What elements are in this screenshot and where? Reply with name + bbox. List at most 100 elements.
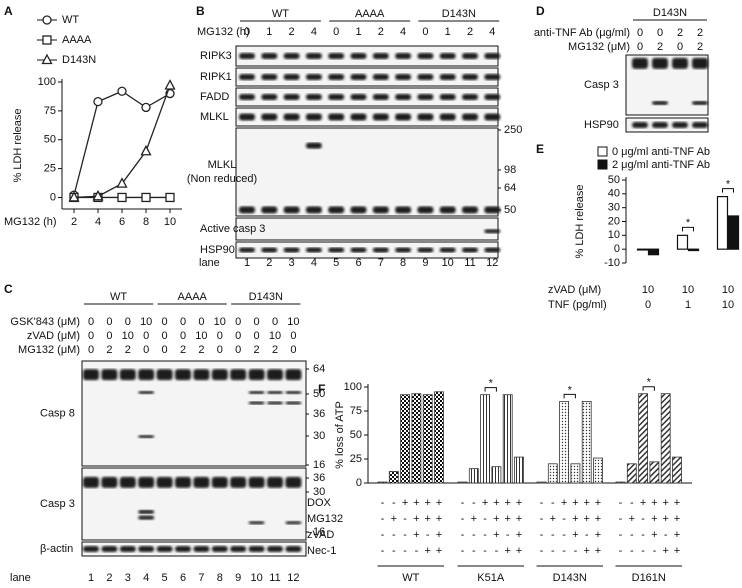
band: [285, 521, 302, 525]
marker: [141, 102, 151, 113]
treatment-value: 0: [637, 41, 643, 53]
size-marker: 98: [504, 164, 516, 176]
group-label: WT: [402, 572, 419, 584]
condition-sign: -: [619, 545, 623, 557]
lane-number: 11: [269, 572, 280, 584]
band: [101, 476, 118, 488]
condition-sign: +: [561, 497, 567, 509]
bar: [647, 248, 660, 256]
treatment-value: 1: [355, 26, 361, 38]
blot: [235, 217, 499, 241]
band: [439, 74, 456, 80]
band: [248, 401, 265, 405]
band: [417, 113, 434, 121]
lane-number: 6: [355, 257, 361, 269]
size-marker: 64: [313, 363, 325, 375]
band: [83, 369, 99, 381]
condition-sign: +: [651, 513, 657, 525]
condition-sign: -: [461, 513, 465, 525]
condition-sign: -: [540, 513, 544, 525]
band: [83, 476, 99, 488]
band: [285, 476, 302, 488]
bar: [514, 456, 524, 484]
significance-bracket: [484, 387, 497, 392]
band: [175, 476, 191, 488]
band: [417, 74, 434, 80]
bar: [457, 481, 468, 484]
y-tick-label: 100: [38, 76, 56, 88]
band: [328, 113, 345, 121]
blot-label: (Non reduced): [187, 173, 257, 185]
band: [175, 369, 191, 381]
blot-label: MLKL: [208, 159, 237, 171]
treatment-value: 2: [198, 344, 204, 356]
size-marker: 50: [313, 388, 325, 400]
treatment-value: 0: [290, 330, 296, 342]
condition-sign: -: [506, 529, 510, 541]
y-tick-label: 25: [350, 453, 362, 465]
legend-swatch: [597, 146, 608, 157]
condition-sign: +: [516, 513, 522, 525]
lane-number: 12: [287, 572, 299, 584]
condition-sign: +: [595, 545, 601, 557]
condition-sign: -: [495, 545, 499, 557]
condition-sign: +: [413, 513, 419, 525]
condition-sign: +: [595, 497, 601, 509]
band: [350, 247, 367, 253]
lane-number: 9: [235, 572, 241, 584]
treatment-value: 0: [162, 330, 168, 342]
treatment-value: 1: [266, 26, 272, 38]
x-tick-label: 4: [95, 216, 101, 228]
band: [156, 546, 173, 552]
x-axis-label: MG132 (h): [4, 216, 57, 228]
band: [305, 74, 322, 80]
band: [101, 369, 118, 381]
significance-label: *: [686, 217, 691, 229]
condition-sign: +: [572, 529, 578, 541]
band: [372, 113, 389, 121]
treatment-value: 2: [378, 26, 384, 38]
condition-sign: +: [662, 513, 668, 525]
condition-sign: +: [424, 497, 430, 509]
bar: [649, 461, 660, 484]
band: [305, 113, 322, 121]
legend-swatch: [597, 159, 608, 170]
condition-sign: -: [574, 545, 578, 557]
treatment-value: 0: [162, 316, 168, 328]
marker: [42, 15, 52, 25]
y-tick-label: 50: [44, 134, 56, 146]
band: [283, 247, 300, 253]
lane-number: 4: [143, 572, 149, 584]
band: [261, 206, 278, 214]
band: [372, 94, 389, 100]
band: [692, 57, 708, 69]
band: [119, 476, 136, 488]
panel-letter: F: [318, 382, 325, 396]
significance-label: *: [647, 377, 652, 389]
condition-sign: -: [641, 545, 645, 557]
x-tick-label: 2: [71, 216, 77, 228]
band: [417, 94, 434, 100]
bar: [559, 400, 569, 484]
condition-sign: +: [583, 497, 589, 509]
treatment-value: 2: [697, 41, 703, 53]
band: [672, 122, 688, 128]
size-marker: 64: [504, 182, 516, 194]
lane-number: 6: [180, 572, 186, 584]
condition-sign: -: [381, 497, 385, 509]
marker: [117, 86, 127, 96]
band: [138, 515, 155, 520]
lane-number: 2: [106, 572, 112, 584]
condition-sign: -: [392, 545, 396, 557]
condition-sign: -: [426, 529, 430, 541]
band: [328, 247, 345, 253]
band: [239, 74, 255, 80]
condition-sign: +: [493, 529, 499, 541]
condition-sign: +: [516, 497, 522, 509]
group-label: D143N: [553, 572, 587, 584]
band: [439, 206, 456, 214]
y-tick-label: 30: [608, 202, 620, 214]
bar: [491, 466, 502, 484]
x-tick-label: 6: [119, 216, 125, 228]
band: [692, 122, 708, 128]
